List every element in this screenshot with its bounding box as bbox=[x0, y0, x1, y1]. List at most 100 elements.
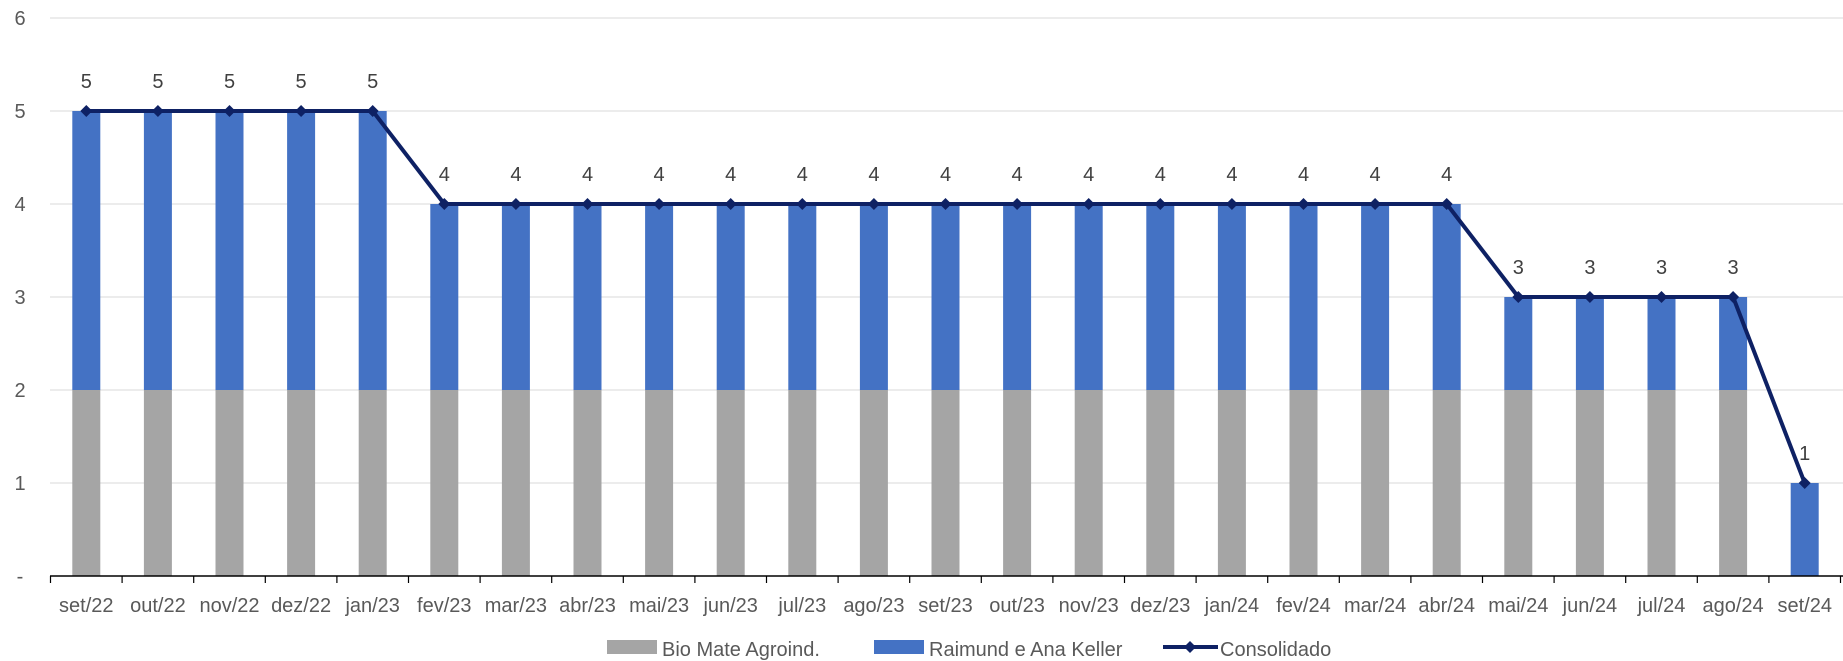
consolidado-marker bbox=[1727, 291, 1740, 303]
consolidado-line-group bbox=[80, 105, 1811, 489]
bar-raimund-e-ana-keller bbox=[931, 204, 960, 390]
data-label: 4 bbox=[582, 164, 593, 186]
consolidado-marker bbox=[796, 198, 809, 210]
bar-raimund-e-ana-keller bbox=[788, 204, 817, 390]
data-label: 1 bbox=[1799, 443, 1810, 465]
data-label: 4 bbox=[1155, 164, 1166, 186]
data-label: 5 bbox=[152, 71, 163, 93]
bar-raimund-e-ana-keller bbox=[215, 111, 244, 390]
consolidado-marker bbox=[939, 198, 952, 210]
x-tick-label: out/23 bbox=[989, 595, 1045, 617]
bar-bio-mate-agroind bbox=[1074, 390, 1103, 576]
consolidado-marker bbox=[1512, 291, 1525, 303]
consolidado-marker bbox=[653, 198, 666, 210]
bar-bio-mate-agroind bbox=[1432, 390, 1461, 576]
data-label: 4 bbox=[439, 164, 450, 186]
legend-label-consolidado: Consolidado bbox=[1220, 639, 1331, 661]
consolidado-marker bbox=[438, 198, 451, 210]
legend-label-raimund: Raimund e Ana Keller bbox=[929, 639, 1123, 661]
data-label: 3 bbox=[1513, 257, 1524, 279]
legend: Bio Mate Agroind. Raimund e Ana Keller Con… bbox=[607, 639, 1331, 661]
consolidado-marker bbox=[1082, 198, 1095, 210]
data-label: 4 bbox=[1370, 164, 1381, 186]
bar-raimund-e-ana-keller bbox=[1217, 204, 1246, 390]
bar-raimund-e-ana-keller bbox=[1146, 204, 1175, 390]
y-tick-label: 3 bbox=[14, 287, 25, 309]
data-label: 4 bbox=[510, 164, 521, 186]
bar-raimund-e-ana-keller bbox=[501, 204, 530, 390]
x-tick-label: jan/23 bbox=[344, 595, 400, 617]
y-tick-label: - bbox=[17, 566, 24, 588]
consolidado-marker bbox=[1154, 198, 1167, 210]
bar-bio-mate-agroind bbox=[716, 390, 745, 576]
bar-bio-mate-agroind bbox=[1719, 390, 1748, 576]
consolidado-marker bbox=[581, 198, 594, 210]
bar-raimund-e-ana-keller bbox=[1074, 204, 1103, 390]
axes: - 1 2 3 4 5 6 set/22 out/22 nov/22 dez/22 jan/23 fev… bbox=[14, 8, 1843, 617]
consolidado-marker bbox=[724, 198, 737, 210]
bar-raimund-e-ana-keller bbox=[1289, 204, 1318, 390]
x-tick-label: set/24 bbox=[1777, 595, 1831, 617]
x-tick-label: set/23 bbox=[918, 595, 972, 617]
bar-raimund-e-ana-keller bbox=[1361, 204, 1390, 390]
x-tick-label: ago/23 bbox=[843, 595, 904, 617]
bar-bio-mate-agroind bbox=[1289, 390, 1318, 576]
bar-bio-mate-agroind bbox=[931, 390, 960, 576]
x-tick-label: out/22 bbox=[130, 595, 186, 617]
data-label: 4 bbox=[1298, 164, 1309, 186]
data-label: 3 bbox=[1656, 257, 1667, 279]
bar-bio-mate-agroind bbox=[215, 390, 244, 576]
legend-label-bio-mate: Bio Mate Agroind. bbox=[662, 639, 820, 661]
consolidado-marker bbox=[1655, 291, 1668, 303]
consolidado-marker bbox=[1583, 291, 1596, 303]
x-tick-label: nov/23 bbox=[1059, 595, 1119, 617]
data-labels: 5 5 5 5 5 4 4 4 4 4 4 4 4 4 4 4 4 4 4 4 3 3 3 3 1 bbox=[81, 71, 1811, 465]
x-tick-label: mai/24 bbox=[1488, 595, 1548, 617]
bar-raimund-e-ana-keller bbox=[1575, 297, 1604, 390]
bar-bio-mate-agroind bbox=[1575, 390, 1604, 576]
x-tick-label: mai/23 bbox=[629, 595, 689, 617]
bar-bio-mate-agroind bbox=[1146, 390, 1175, 576]
data-label: 4 bbox=[1012, 164, 1023, 186]
consolidado-marker bbox=[1011, 198, 1024, 210]
bar-bio-mate-agroind bbox=[1504, 390, 1533, 576]
bar-bio-mate-agroind bbox=[358, 390, 387, 576]
bar-raimund-e-ana-keller bbox=[358, 111, 387, 390]
x-tick-label: mar/24 bbox=[1344, 595, 1406, 617]
legend-swatch-raimund bbox=[874, 640, 924, 654]
data-label: 4 bbox=[797, 164, 808, 186]
bar-raimund-e-ana-keller bbox=[1504, 297, 1533, 390]
consolidado-marker bbox=[1369, 198, 1382, 210]
bar-bio-mate-agroind bbox=[1647, 390, 1676, 576]
y-tick-label: 2 bbox=[14, 380, 25, 402]
data-label: 3 bbox=[1584, 257, 1595, 279]
bar-bio-mate-agroind bbox=[859, 390, 888, 576]
bar-bio-mate-agroind bbox=[788, 390, 817, 576]
bars bbox=[72, 111, 1819, 576]
bar-raimund-e-ana-keller bbox=[1432, 204, 1461, 390]
x-tick-label: mar/23 bbox=[485, 595, 547, 617]
bar-bio-mate-agroind bbox=[287, 390, 316, 576]
consolidado-marker bbox=[1297, 198, 1310, 210]
bar-raimund-e-ana-keller bbox=[1647, 297, 1676, 390]
consolidado-marker bbox=[867, 198, 880, 210]
bar-bio-mate-agroind bbox=[143, 390, 172, 576]
bar-raimund-e-ana-keller bbox=[1790, 483, 1819, 576]
bar-raimund-e-ana-keller bbox=[859, 204, 888, 390]
x-tick-label: jul/24 bbox=[1637, 595, 1686, 617]
bar-raimund-e-ana-keller bbox=[72, 111, 101, 390]
x-tick-label: abr/23 bbox=[559, 595, 616, 617]
bar-bio-mate-agroind bbox=[72, 390, 101, 576]
consolidado-marker bbox=[366, 105, 379, 117]
y-tick-label: 4 bbox=[14, 194, 25, 216]
x-tick-label: set/22 bbox=[59, 595, 113, 617]
x-tick-label: nov/22 bbox=[199, 595, 259, 617]
x-tick-label: dez/22 bbox=[271, 595, 331, 617]
x-tick-label: jun/23 bbox=[702, 595, 758, 617]
bar-raimund-e-ana-keller bbox=[645, 204, 674, 390]
bar-raimund-e-ana-keller bbox=[573, 204, 602, 390]
bar-raimund-e-ana-keller bbox=[143, 111, 172, 390]
x-tick-label: jun/24 bbox=[1562, 595, 1618, 617]
data-label: 4 bbox=[940, 164, 951, 186]
